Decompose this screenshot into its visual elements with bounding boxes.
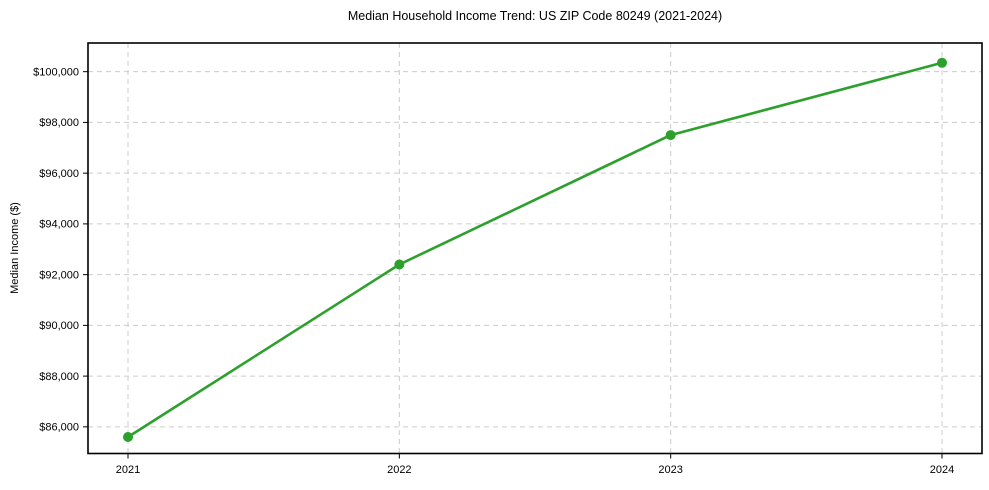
data-point bbox=[665, 130, 676, 141]
trend-line bbox=[126, 61, 944, 439]
y-tick-label: $92,000 bbox=[39, 269, 79, 281]
plot-border bbox=[87, 42, 983, 455]
data-point bbox=[123, 432, 133, 443]
x-tick-label: 2021 bbox=[116, 464, 140, 476]
y-tick-label: $86,000 bbox=[39, 422, 79, 434]
y-tick-label: $94,000 bbox=[39, 219, 79, 231]
y-tick-label: $96,000 bbox=[39, 168, 79, 180]
chart-title: Median Household Income Trend: US ZIP Co… bbox=[347, 9, 723, 23]
x-tick-label: 2022 bbox=[387, 464, 411, 476]
x-tick-label: 2023 bbox=[658, 464, 682, 476]
y-tick-label: $100,000 bbox=[33, 66, 79, 78]
y-tick-label: $98,000 bbox=[39, 117, 79, 129]
x-tick-label: 2024 bbox=[930, 464, 954, 476]
y-tick-label: $90,000 bbox=[39, 320, 79, 332]
data-point bbox=[937, 57, 947, 68]
y-tick-label: $88,000 bbox=[39, 371, 79, 383]
data-point bbox=[394, 259, 405, 270]
